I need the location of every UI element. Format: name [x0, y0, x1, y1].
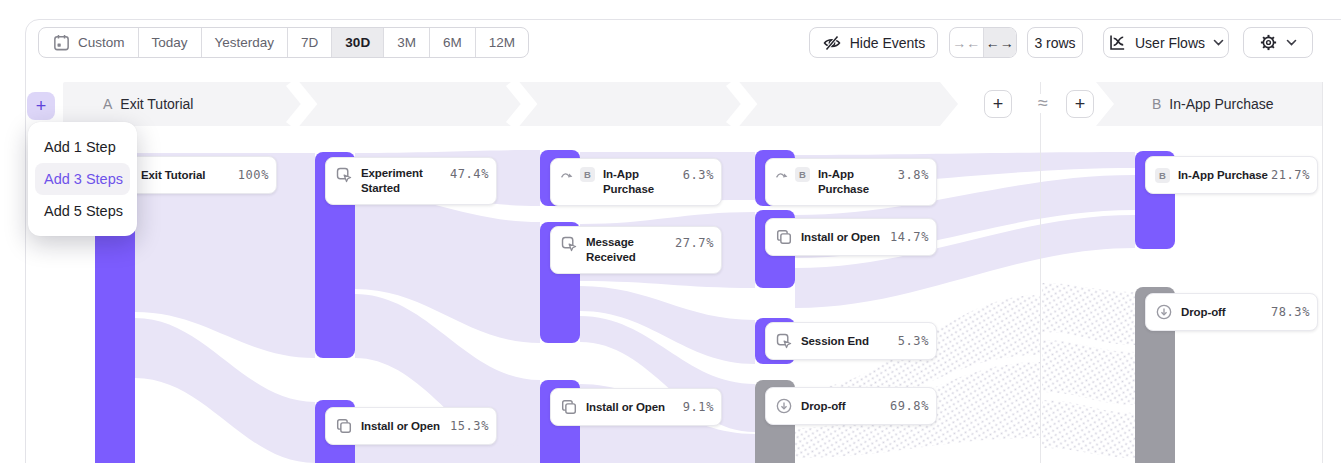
flow-node-session-end[interactable]: Session End 5.3% — [765, 322, 937, 360]
rows-button[interactable]: 3 rows — [1027, 27, 1083, 58]
node-label: Drop-off — [1181, 305, 1263, 320]
copy-icon — [335, 417, 353, 435]
flows-chart-icon — [1108, 33, 1127, 52]
user-flows-report: Custom Today Yesterday 7D 30D 3M 6M 12M … — [0, 0, 1341, 463]
chevron-down-icon — [1213, 39, 1224, 46]
click-icon — [775, 332, 793, 350]
node-label: Message Received — [586, 235, 667, 264]
date-range-yesterday[interactable]: Yesterday — [202, 28, 289, 57]
flow-node-in-app-purchase-3[interactable]: B In-App Purchase 3.8% — [765, 158, 937, 206]
flow-node-install-or-open-15[interactable]: Install or Open 15.3% — [325, 407, 497, 445]
node-percent: 100% — [238, 168, 269, 182]
node-label: Install or Open — [586, 400, 675, 415]
step-a-banner — [63, 82, 958, 126]
flow-node-in-app-purchase-21[interactable]: B In-App Purchase 21.7% — [1145, 156, 1318, 194]
step-a-label: Exit Tutorial — [120, 96, 193, 112]
node-label: In-App Purchase — [603, 167, 675, 196]
event-b-badge: B — [795, 167, 810, 182]
node-percent: 14.7% — [890, 230, 929, 244]
add-steps-menu: Add 1 Step Add 3 Steps Add 5 Steps — [28, 122, 137, 236]
event-b-badge: B — [580, 167, 595, 182]
node-percent: 9.1% — [683, 400, 714, 414]
node-label: Install or Open — [801, 230, 882, 245]
view-selector-label: User Flows — [1135, 35, 1205, 51]
drop-off-icon — [775, 397, 793, 415]
hide-events-button[interactable]: Hide Events — [809, 27, 938, 58]
flow-node-message-received[interactable]: Message Received 27.7% — [550, 226, 722, 274]
node-label: Install or Open — [361, 419, 442, 434]
date-range-30d[interactable]: 30D — [332, 28, 384, 57]
flow-node-install-or-open-9[interactable]: Install or Open 9.1% — [550, 388, 722, 426]
node-label: Exit Tutorial — [141, 168, 230, 183]
node-percent: 5.3% — [898, 334, 929, 348]
menu-item-add-3-steps[interactable]: Add 3 Steps — [35, 163, 130, 195]
eye-off-icon — [822, 33, 842, 53]
date-range-3m[interactable]: 3M — [384, 28, 430, 57]
calendar-icon — [52, 33, 71, 52]
flow-node-drop-off-69[interactable]: Drop-off 69.8% — [765, 387, 937, 425]
node-label: Session End — [801, 334, 890, 349]
node-label: In-App Purchase — [1178, 168, 1263, 183]
flow-node-install-or-open-14[interactable]: Install or Open 14.7% — [765, 218, 937, 256]
squiggle-arrow-icon — [560, 167, 575, 182]
date-range-7d[interactable]: 7D — [288, 28, 332, 57]
copy-icon — [560, 398, 578, 416]
step-a-letter: A — [103, 96, 112, 112]
copy-icon — [775, 228, 793, 246]
step-b-letter: B — [1152, 96, 1161, 112]
date-range-label: Custom — [78, 35, 125, 50]
panel-divider-right — [1322, 82, 1323, 463]
node-percent: 6.3% — [683, 167, 714, 182]
node-percent: 47.4% — [450, 166, 489, 181]
menu-item-add-5-steps[interactable]: Add 5 Steps — [35, 195, 130, 227]
add-step-button-middle[interactable]: + — [984, 90, 1012, 118]
node-percent: 3.8% — [898, 167, 929, 182]
node-label: In-App Purchase — [818, 167, 890, 196]
indirect-flow-icon: B — [560, 167, 595, 182]
gear-icon — [1259, 33, 1278, 52]
node-percent: 78.3% — [1271, 305, 1310, 319]
view-selector-button[interactable]: User Flows — [1103, 27, 1229, 58]
date-range-custom[interactable]: Custom — [39, 28, 139, 57]
click-icon — [335, 166, 353, 184]
step-b-label: In-App Purchase — [1169, 96, 1273, 112]
step-a-header[interactable]: A Exit Tutorial — [103, 82, 193, 126]
node-label: Experiment Started — [361, 166, 442, 195]
add-step-button-a[interactable]: + — [27, 92, 55, 120]
settings-button[interactable] — [1243, 27, 1313, 58]
rows-label: 3 rows — [1034, 35, 1075, 51]
add-step-button-b[interactable]: + — [1066, 90, 1094, 118]
node-percent: 15.3% — [450, 419, 489, 433]
hide-events-label: Hide Events — [850, 35, 925, 51]
squiggle-arrow-icon — [775, 167, 790, 182]
flow-node-in-app-purchase-6[interactable]: B In-App Purchase 6.3% — [550, 158, 722, 206]
collapse-expand-control: →← ←→ — [949, 27, 1017, 58]
panel-divider — [1040, 82, 1041, 463]
indirect-flow-icon: B — [775, 167, 810, 182]
menu-item-add-1-step[interactable]: Add 1 Step — [35, 131, 130, 163]
approx-symbol: ≈ — [1033, 94, 1053, 113]
node-label: Drop-off — [801, 399, 882, 414]
date-range-6m[interactable]: 6M — [430, 28, 476, 57]
collapse-button[interactable]: →← — [950, 28, 984, 57]
flow-node-drop-off-78[interactable]: Drop-off 78.3% — [1145, 293, 1318, 331]
event-b-badge: B — [1155, 168, 1170, 183]
expand-button[interactable]: ←→ — [984, 28, 1017, 57]
chevron-down-icon — [1286, 39, 1297, 46]
node-percent: 27.7% — [675, 235, 714, 250]
click-icon — [560, 235, 578, 253]
node-percent: 69.8% — [890, 399, 929, 413]
flow-node-experiment-started[interactable]: Experiment Started 47.4% — [325, 157, 497, 205]
date-range-control: Custom Today Yesterday 7D 30D 3M 6M 12M — [38, 27, 529, 58]
date-range-today[interactable]: Today — [139, 28, 202, 57]
date-range-12m[interactable]: 12M — [476, 28, 528, 57]
step-b-header[interactable]: B In-App Purchase — [1152, 82, 1274, 126]
drop-off-icon — [1155, 303, 1173, 321]
node-percent: 21.7% — [1271, 168, 1310, 182]
